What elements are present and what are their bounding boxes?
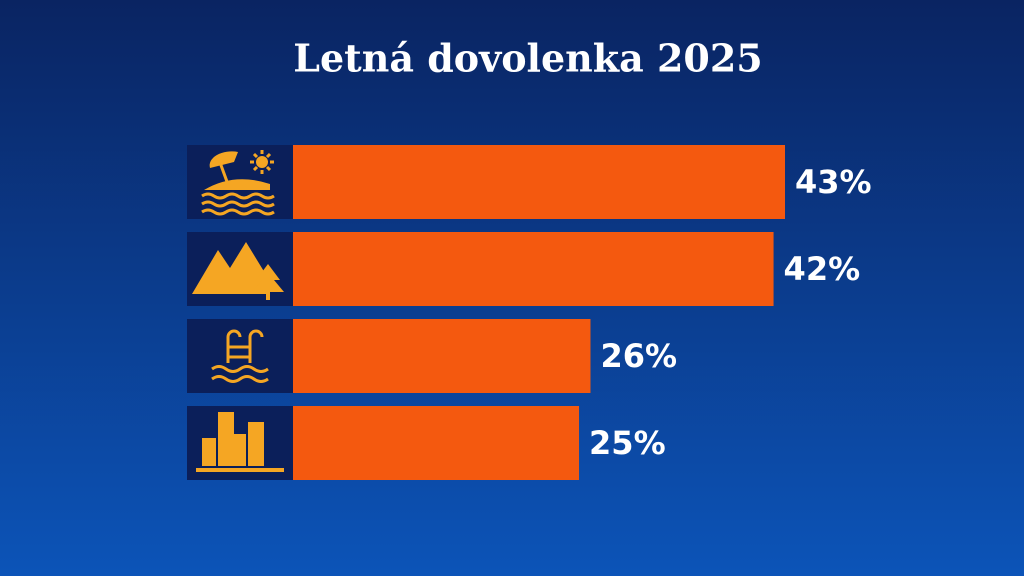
- icons: [192, 150, 284, 472]
- pool-icon: [211, 329, 269, 383]
- mountain-icon: [192, 242, 284, 300]
- value-label: 42%: [784, 250, 861, 288]
- bar: [293, 145, 785, 219]
- value-label: 25%: [589, 424, 666, 462]
- bar: [293, 406, 580, 480]
- city-icon: [196, 412, 284, 472]
- chart-title: Letná dovolenka 2025: [293, 36, 762, 81]
- bar: [293, 232, 774, 306]
- value-label: 26%: [600, 337, 677, 375]
- beach-icon: [201, 150, 275, 216]
- value-label: 43%: [795, 163, 872, 201]
- bar: [293, 319, 591, 393]
